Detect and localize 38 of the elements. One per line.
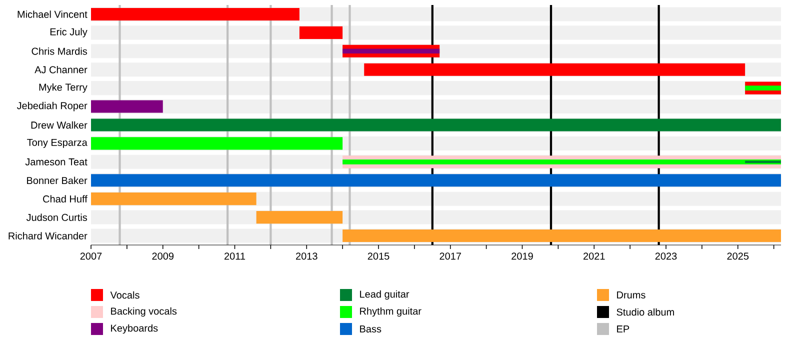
y-tick-label: Myke Terry — [39, 83, 88, 93]
y-tick-label: Michael Vincent — [18, 10, 88, 18]
x-tick-label: 2013 — [296, 252, 318, 260]
bar — [256, 211, 343, 224]
legend-label: Bass — [360, 325, 382, 332]
y-tick-label: Judson Curtis — [26, 214, 88, 221]
y-tick-label: Drew Walker — [31, 121, 88, 129]
legend-label: EP — [617, 326, 630, 332]
y-tick-label: Eric July — [50, 28, 88, 38]
bar — [91, 8, 300, 21]
y-tick-label: Jebediah Roper — [16, 102, 88, 112]
bar — [91, 192, 256, 206]
y-tick-label: Tony Esparza — [27, 138, 88, 148]
y-tick-label: AJ Channer — [34, 66, 88, 74]
legend-label: Keyboards — [111, 324, 158, 334]
bar — [342, 160, 781, 164]
x-tick-label: 2019 — [512, 252, 533, 260]
legend-label: Studio album — [616, 308, 674, 316]
x-tick-label: 2011 — [224, 252, 246, 260]
legend-label: Rhythm guitar — [360, 307, 422, 317]
x-tick-label: 2021 — [584, 252, 605, 260]
x-tick-label: 2017 — [440, 252, 461, 260]
y-tick-label: Richard Wicander — [8, 232, 88, 240]
y-tick-label: Chad Huff — [43, 195, 88, 203]
legend-label: Vocals — [110, 291, 140, 299]
legend-label: Backing vocals — [111, 307, 177, 317]
y-tick-label: Jameson Teat — [25, 158, 88, 166]
x-tick-label: 2009 — [152, 252, 174, 260]
bar — [745, 86, 781, 90]
x-tick-label: 2007 — [80, 252, 102, 260]
y-tick-label: Chris Mardis — [32, 47, 88, 55]
bar — [299, 26, 343, 39]
y-tick-label: Bonner Baker — [27, 176, 88, 184]
x-tick-label: 2023 — [655, 252, 677, 260]
x-tick-label: 2025 — [727, 252, 749, 260]
legend-label: Lead guitar — [360, 290, 410, 300]
legend-label: Drums — [617, 291, 646, 298]
x-tick-label: 2015 — [368, 252, 390, 260]
